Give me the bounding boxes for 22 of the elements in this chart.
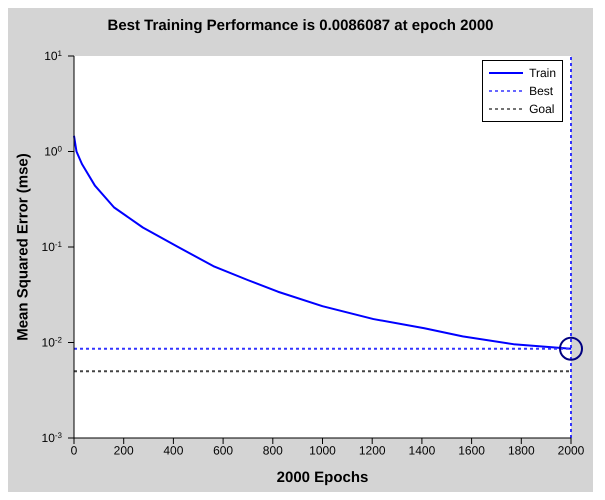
y-axis-title: Mean Squared Error (mse) — [14, 153, 32, 341]
y-tick-label: 10$^{-1}$ — [42, 240, 63, 254]
x-tick-label: 1400 — [408, 444, 436, 458]
x-tick-label: 1600 — [458, 444, 486, 458]
y-tick-label: 10$^{-3}$ — [42, 430, 63, 445]
x-tick-label: 2000 — [558, 444, 585, 458]
x-tick-label: 400 — [163, 444, 184, 458]
x-tick-label: 600 — [213, 444, 234, 458]
x-tick-label: 1000 — [309, 444, 336, 458]
chart-title: Best Training Performance is 0.0086087 at epoch 2000 — [106, 16, 495, 36]
x-axis-title: 2000 Epochs — [276, 469, 368, 486]
legend-label: Train — [529, 66, 556, 80]
y-tick-label: 10$^{-2}$ — [42, 335, 63, 350]
x-tick-label: 1200 — [358, 444, 386, 458]
x-tick-label: 1800 — [508, 444, 535, 458]
x-tick-label: 800 — [262, 444, 284, 458]
legend-label: Goal — [529, 102, 554, 116]
x-tick-label: 200 — [114, 444, 134, 458]
x-tick-label: 0 — [70, 444, 78, 458]
legend-label: Best — [529, 84, 554, 98]
y-tick-label: 10$^{1}$ — [44, 48, 63, 63]
y-tick-label: 10$^{0}$ — [44, 144, 63, 158]
